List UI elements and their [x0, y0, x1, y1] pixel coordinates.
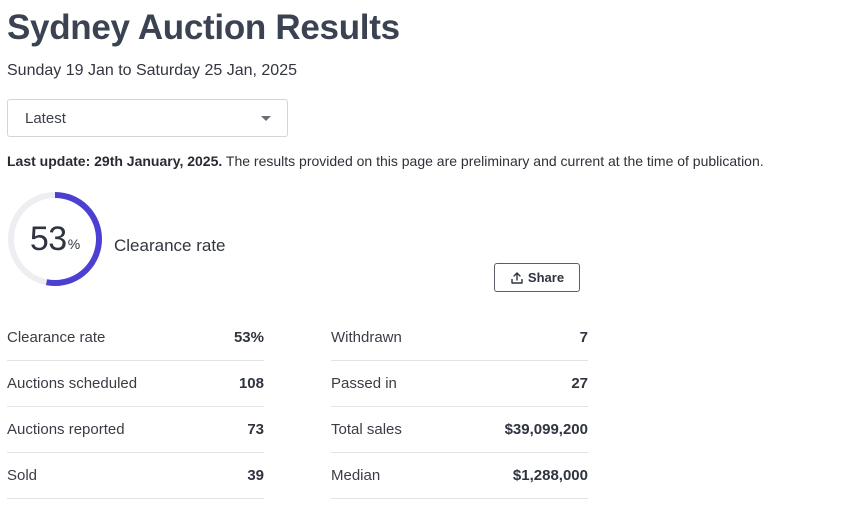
clearance-rate-label: Clearance rate [114, 236, 226, 255]
stat-value: 27 [571, 375, 588, 392]
stat-label: Total sales [331, 421, 402, 438]
stat-value: $39,099,200 [504, 421, 588, 438]
stat-label: Median [331, 467, 381, 484]
ring-progress [8, 192, 102, 286]
period-select-value: Latest [25, 109, 66, 127]
stat-label: Auctions scheduled [7, 375, 138, 392]
stat-value: 108 [238, 375, 264, 392]
period-select[interactable]: Latest [7, 99, 288, 137]
stat-value: 53% [233, 329, 264, 346]
stat-label: Withdrawn [331, 329, 402, 346]
stat-row: Sold 39 [7, 453, 264, 499]
clearance-rate-unit: % [67, 236, 81, 252]
stats-table-left: Clearance rate 53% Auctions scheduled 10… [7, 315, 264, 499]
stat-label: Auctions reported [7, 421, 125, 438]
share-label: Share [527, 270, 565, 285]
last-update-notice: Last update: 29th January, 2025. The res… [7, 153, 764, 169]
date-range: Sunday 19 Jan to Saturday 25 Jan, 2025 [7, 62, 297, 79]
stat-label: Clearance rate [7, 329, 106, 346]
stat-value: $1,288,000 [512, 467, 588, 484]
stat-row: Total sales $39,099,200 [331, 407, 588, 453]
stat-value: 7 [579, 329, 588, 346]
stats-table-right: Withdrawn 7 Passed in 27 Total sales $39… [331, 315, 588, 499]
share-button[interactable]: Share [494, 263, 580, 292]
stat-row: Passed in 27 [331, 361, 588, 407]
stat-value: 39 [247, 467, 264, 484]
chevron-down-icon [261, 115, 271, 121]
stat-row: Auctions reported 73 [7, 407, 264, 453]
clearance-rate-number: 53 [29, 219, 67, 258]
update-disclaimer: The results provided on this page are pr… [222, 153, 764, 169]
stat-row: Median $1,288,000 [331, 453, 588, 499]
stat-label: Sold [7, 467, 38, 484]
stat-value: 73 [247, 421, 264, 438]
stat-label: Passed in [331, 375, 397, 392]
stat-row: Auctions scheduled 108 [7, 361, 264, 407]
clearance-rate-ring [8, 192, 102, 286]
share-upload-icon [511, 271, 523, 284]
stat-row: Clearance rate 53% [7, 315, 264, 361]
clearance-rate-value: 53% [6, 190, 104, 288]
last-update-date: Last update: 29th January, 2025. [7, 153, 223, 169]
page-title: Sydney Auction Results [7, 8, 400, 47]
stat-row: Withdrawn 7 [331, 315, 588, 361]
